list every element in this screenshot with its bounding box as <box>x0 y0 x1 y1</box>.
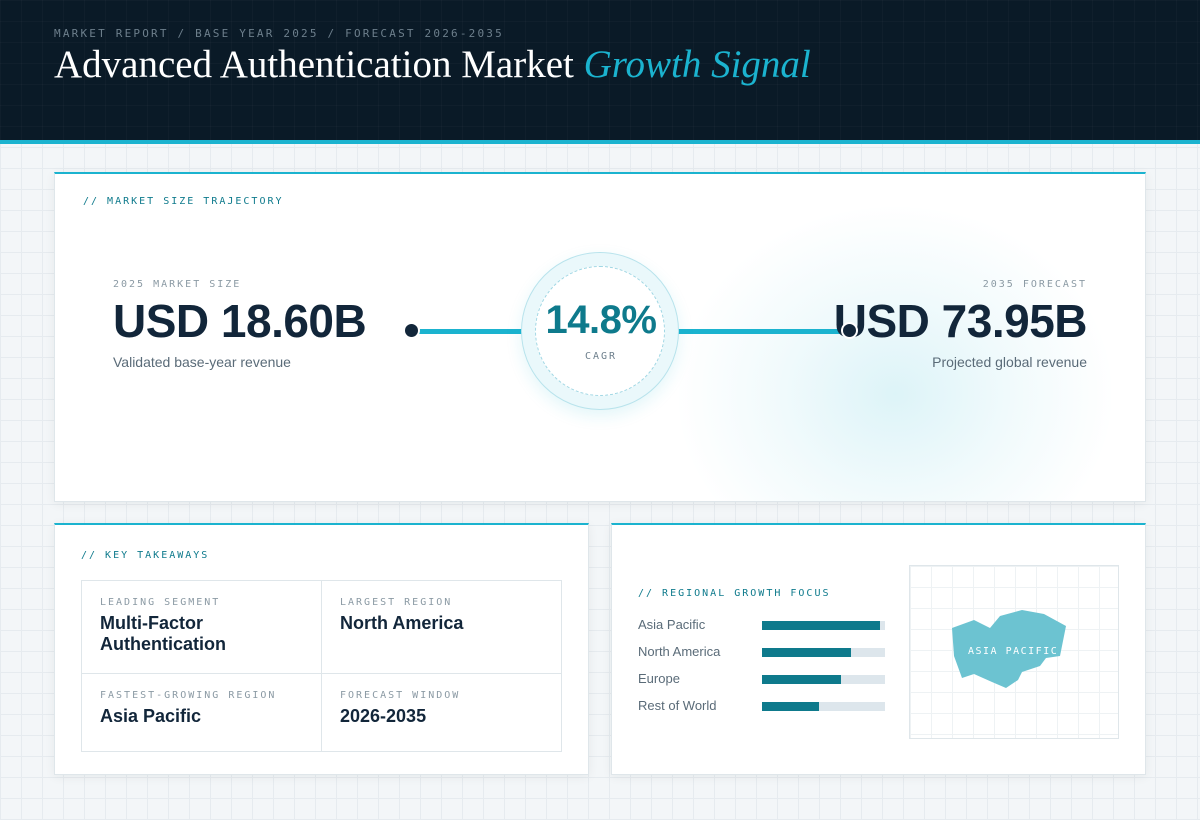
asia-pacific-map-shape <box>952 610 1066 688</box>
regional-bar-row: Europe <box>638 671 886 698</box>
base-caption: 2025 MARKET SIZE <box>113 279 242 290</box>
market-size-card: // MARKET SIZE TRAJECTORY 2025 MARKET SI… <box>54 172 1146 502</box>
region-bar-fill <box>762 702 819 711</box>
cagr-inner-ring: 14.8% CAGR <box>535 266 665 396</box>
base-dot <box>403 322 420 339</box>
map-region-label: ASIA PACIFIC <box>968 646 1059 657</box>
region-name: Rest of World <box>638 698 717 713</box>
regional-bar-row: Rest of World <box>638 698 886 725</box>
base-subtitle: Validated base-year revenue <box>113 354 291 370</box>
takeaways-grid: LEADING SEGMENT Multi-Factor Authenticat… <box>81 580 562 752</box>
takeaway-label: FORECAST WINDOW <box>340 690 461 701</box>
market-size-label: // MARKET SIZE TRAJECTORY <box>83 196 284 207</box>
forecast-subtitle: Projected global revenue <box>932 354 1087 370</box>
takeaway-cell: FASTEST-GROWING REGION Asia Pacific <box>82 674 322 751</box>
region-name: North America <box>638 644 721 659</box>
forecast-dot <box>841 322 858 339</box>
takeaway-value: Multi-Factor Authentication <box>100 613 226 654</box>
takeaway-cell: LARGEST REGION North America <box>322 581 561 674</box>
regional-bar-row: North America <box>638 644 886 671</box>
base-value: USD 18.60B <box>113 295 367 347</box>
region-bar-track <box>762 621 885 630</box>
report-header: MARKET REPORT / BASE YEAR 2025 / FORECAS… <box>0 0 1200 144</box>
takeaway-value: Asia Pacific <box>100 706 202 726</box>
takeaway-value: 2026-2035 <box>340 706 427 726</box>
forecast-glow <box>675 204 1115 501</box>
region-bar-fill <box>762 675 841 684</box>
takeaway-label: FASTEST-GROWING REGION <box>100 690 277 701</box>
region-bar-fill <box>762 621 881 630</box>
regional-bar-list: Asia Pacific North America Europe Rest o… <box>638 617 886 725</box>
report-eyebrow: MARKET REPORT / BASE YEAR 2025 / FORECAS… <box>54 27 504 40</box>
region-map: ASIA PACIFIC <box>909 565 1119 739</box>
cagr-value: 14.8% <box>545 298 657 342</box>
takeaway-cell: LEADING SEGMENT Multi-Factor Authenticat… <box>82 581 322 674</box>
forecast-caption: 2035 FORECAST <box>982 279 1087 290</box>
takeaways-label: // KEY TAKEAWAYS <box>81 550 210 561</box>
regional-growth-card: // REGIONAL GROWTH FOCUS Asia Pacific No… <box>611 523 1146 775</box>
takeaway-value: North America <box>340 613 464 633</box>
cagr-badge: 14.8% CAGR <box>521 252 679 410</box>
region-name: Europe <box>638 671 680 686</box>
region-bar-fill <box>762 648 851 657</box>
takeaway-label: LARGEST REGION <box>340 597 453 608</box>
takeaway-cell: FORECAST WINDOW 2026-2035 <box>322 674 561 751</box>
page-title: Advanced Authentication Market Growth Si… <box>54 42 811 87</box>
regional-label: // REGIONAL GROWTH FOCUS <box>638 588 831 599</box>
forecast-value: USD 73.95B <box>833 295 1088 347</box>
region-bar-track <box>762 675 885 684</box>
title-main: Advanced Authentication Market <box>54 43 574 86</box>
title-accent: Growth Signal <box>583 43 811 86</box>
takeaway-label: LEADING SEGMENT <box>100 597 221 608</box>
cagr-label: CAGR <box>584 351 618 362</box>
region-bar-track <box>762 702 885 711</box>
key-takeaways-card: // KEY TAKEAWAYS LEADING SEGMENT Multi-F… <box>54 523 589 775</box>
region-name: Asia Pacific <box>638 617 706 632</box>
region-bar-track <box>762 648 885 657</box>
regional-bar-row: Asia Pacific <box>638 617 886 644</box>
